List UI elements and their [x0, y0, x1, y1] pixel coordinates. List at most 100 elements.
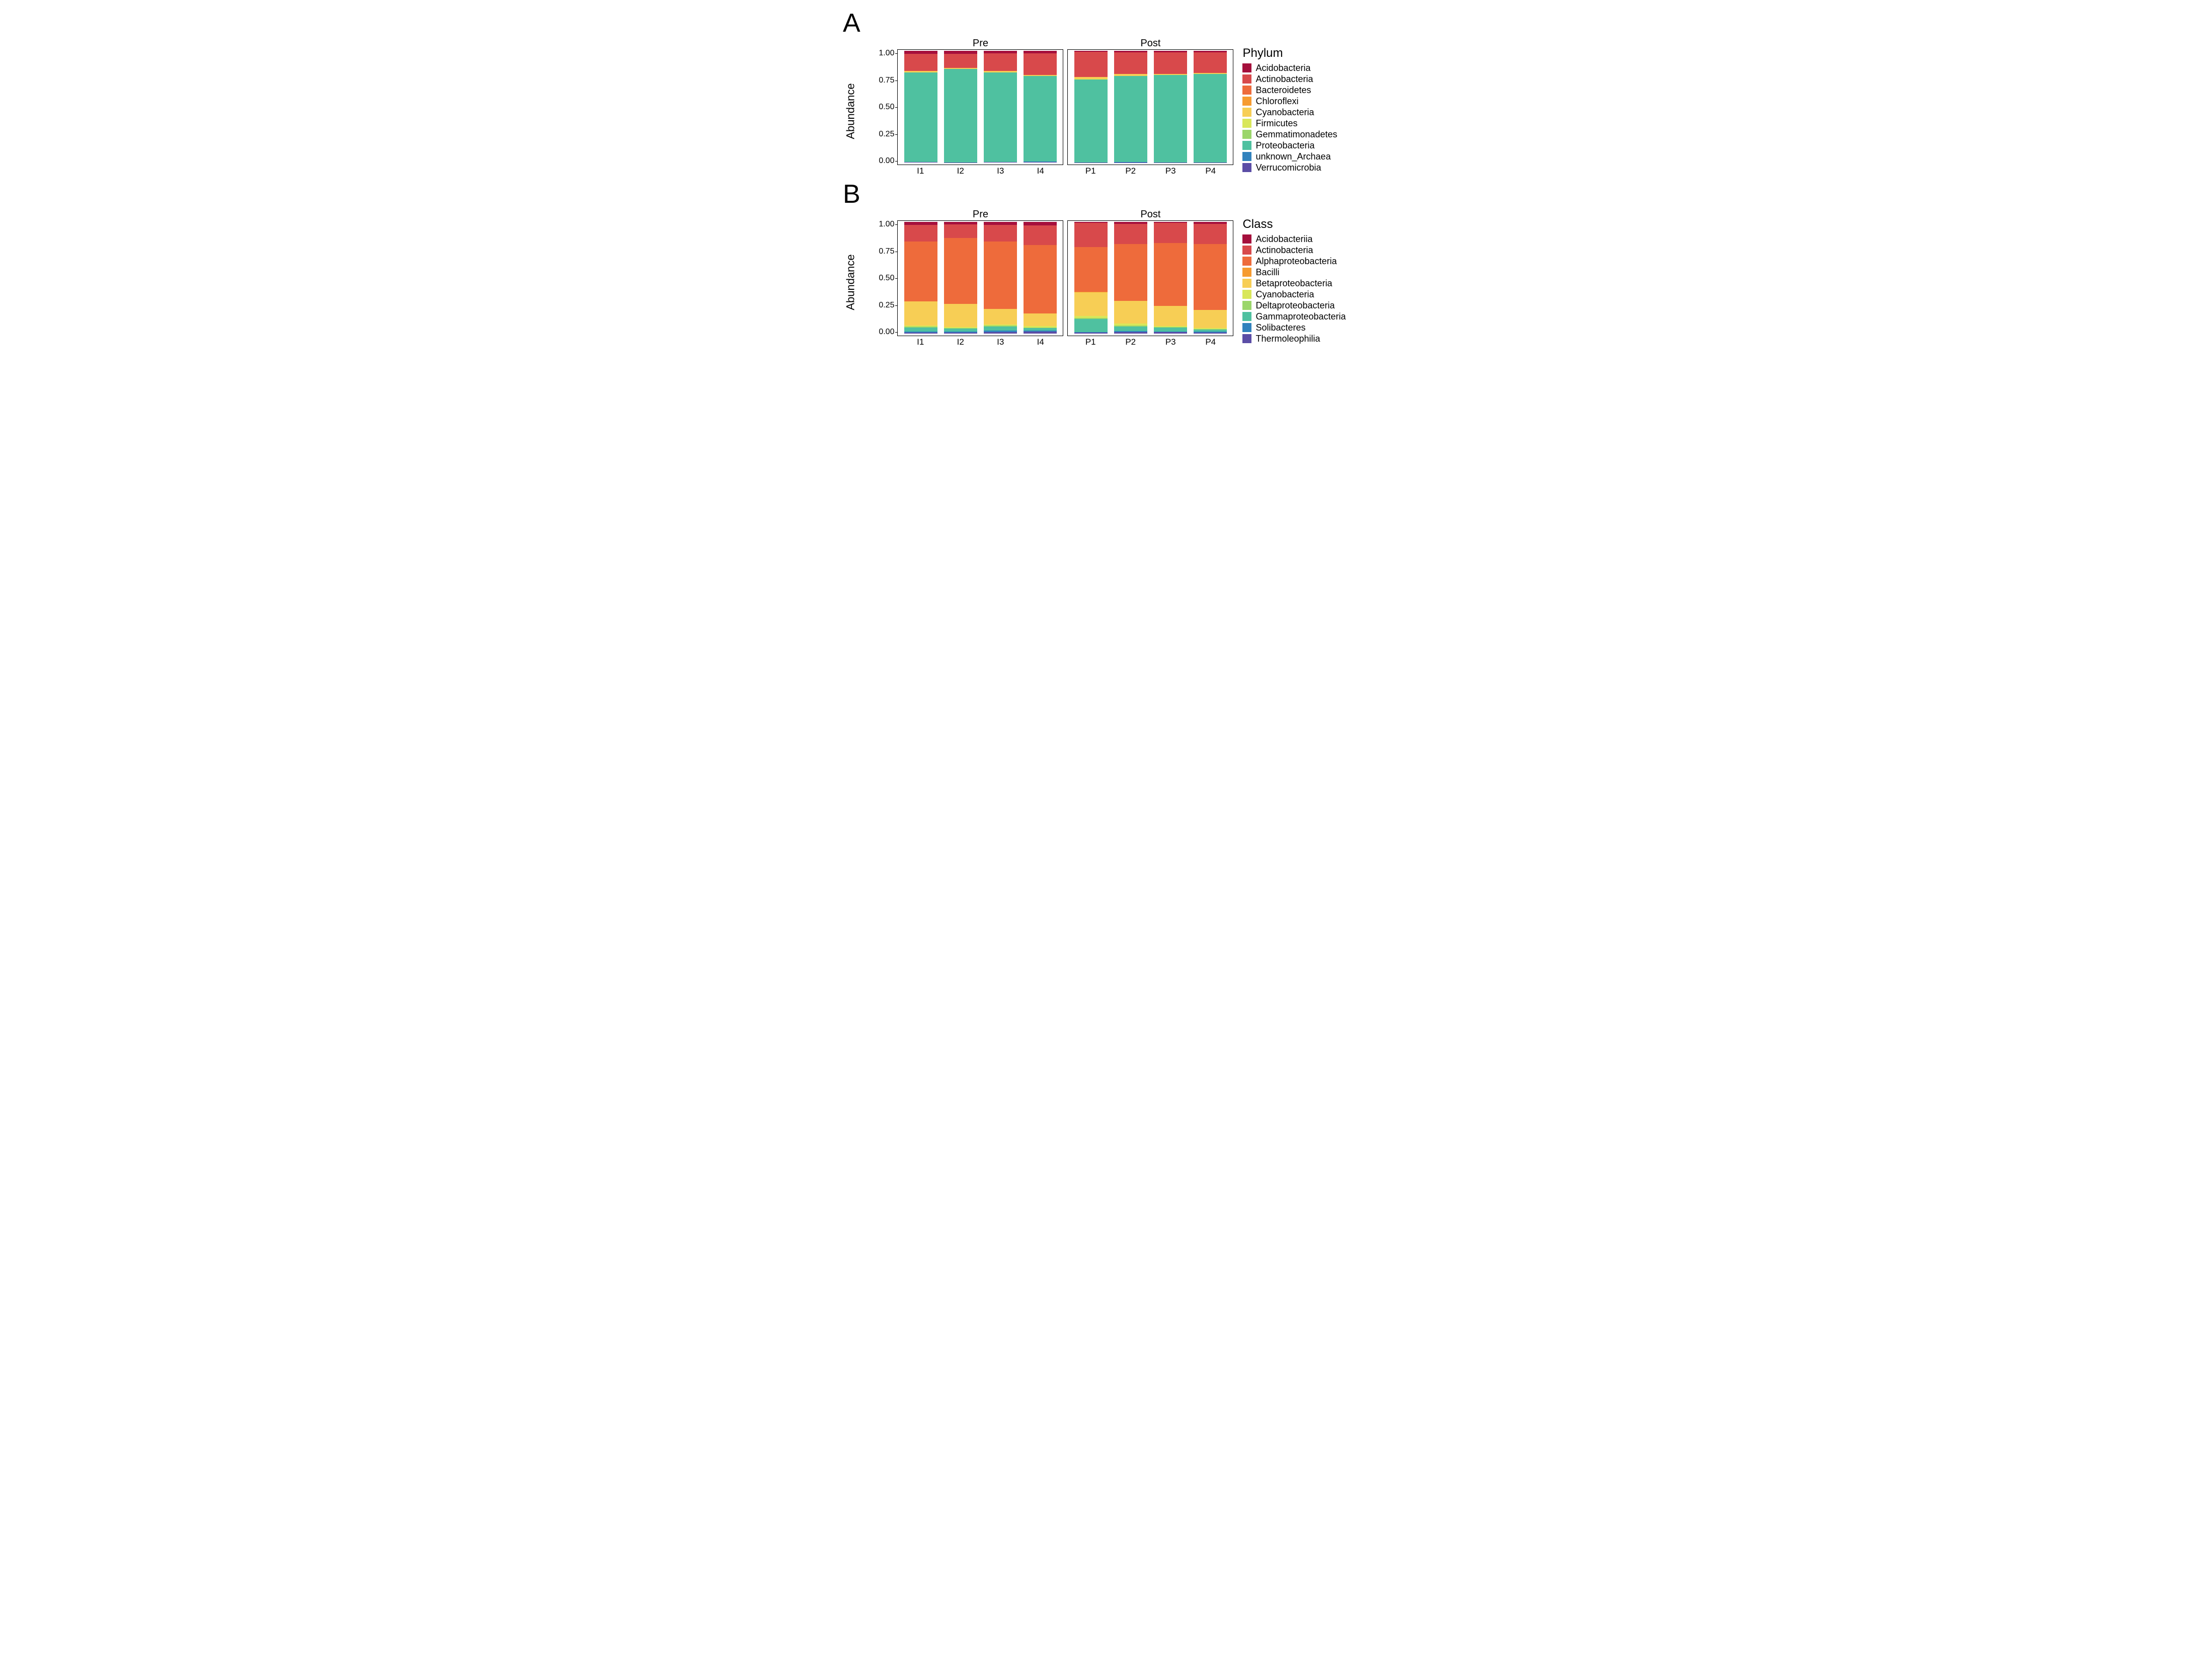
bar-segment [1114, 244, 1147, 301]
legend-label: Proteobacteria [1255, 140, 1314, 151]
xtick: P2 [1114, 166, 1147, 176]
legend-item: Actinobacteria [1242, 73, 1337, 85]
panel-a-ylabel: Abundance [844, 83, 857, 139]
bar-segment [1154, 243, 1187, 305]
stacked-bar [1114, 51, 1147, 163]
facet-title: Post [1067, 208, 1233, 220]
xtick-row: I1I2I3I4 [897, 336, 1063, 347]
bar-segment [1024, 76, 1057, 162]
legend-item: Alphaproteobacteria [1242, 256, 1346, 267]
xtick-row: P1P2P3P4 [1067, 336, 1233, 347]
legend-swatch [1242, 130, 1251, 139]
panel-a-legend-title: Phylum [1242, 46, 1337, 60]
legend-item: Thermoleophilia [1242, 333, 1346, 344]
bar-segment [1114, 76, 1147, 162]
bar-segment [984, 162, 1017, 163]
legend-swatch [1242, 301, 1251, 310]
bar-segment [1194, 244, 1227, 310]
legend-label: Firmicutes [1255, 118, 1297, 129]
bar-segment [904, 54, 937, 71]
legend-swatch [1242, 246, 1251, 255]
legend-swatch [1242, 268, 1251, 277]
legend-label: Bacteroidetes [1255, 85, 1311, 96]
xtick: I1 [904, 166, 937, 176]
bar-segment [904, 301, 937, 326]
bar-segment [1154, 328, 1187, 332]
xtick: P3 [1154, 166, 1187, 176]
panel-b-letter: B [843, 181, 1376, 207]
bar-segment [984, 72, 1017, 162]
stacked-bar [1114, 222, 1147, 334]
legend-swatch [1242, 97, 1251, 106]
legend-item: Deltaproteobacteria [1242, 300, 1346, 311]
stacked-bar [1024, 51, 1057, 163]
panel-a-ylabel-wrap: Abundance [823, 37, 879, 173]
legend-swatch [1242, 163, 1251, 172]
plot-box [897, 220, 1063, 336]
bar-segment [1074, 333, 1108, 334]
panel-b-legend-items: AcidobacteriiaActinobacteriaAlphaproteob… [1242, 233, 1346, 344]
panel-b: B Abundance 1.000.750.500.250.00 PreI1I2… [823, 181, 1376, 347]
legend-label: Alphaproteobacteria [1255, 256, 1337, 267]
bar-segment [1074, 52, 1108, 77]
bar-segment [1024, 225, 1057, 246]
bar-segment [1194, 52, 1227, 73]
legend-item: unknown_Archaea [1242, 151, 1337, 162]
legend-label: Solibacteres [1255, 323, 1305, 333]
legend-label: Verrucomicrobia [1255, 163, 1321, 173]
legend-item: Solibacteres [1242, 322, 1346, 333]
panel-b-facets: PreI1I2I3I4PostP1P2P3P4 [897, 208, 1233, 347]
panel-a: A Abundance 1.000.750.500.250.00 PreI1I2… [823, 10, 1376, 176]
bar-segment [984, 327, 1017, 331]
plot-box [1067, 220, 1233, 336]
xtick: P2 [1114, 337, 1147, 347]
panel-a-yaxis: 1.000.750.500.250.00 [879, 49, 897, 165]
panel-a-facets: PreI1I2I3I4 Post P1 P2 P3 P4 [897, 37, 1233, 176]
ytick: 0.00 [879, 157, 894, 165]
bar-segment [944, 304, 977, 328]
bar-segment [1074, 79, 1108, 162]
legend-item: Cyanobacteria [1242, 289, 1346, 300]
bar-segment [904, 333, 937, 334]
legend-item: Bacteroidetes [1242, 85, 1337, 96]
legend-item: Actinobacteria [1242, 245, 1346, 256]
bar-segment [944, 333, 977, 334]
panel-b-legend-title: Class [1242, 217, 1346, 231]
bar-segment [904, 162, 937, 163]
legend-item: Proteobacteria [1242, 140, 1337, 151]
stacked-bar [944, 222, 977, 334]
stacked-bar [1194, 51, 1227, 163]
legend-label: Gammaproteobacteria [1255, 311, 1346, 322]
bar-segment [1114, 301, 1147, 324]
xtick-row: P1 P2 P3 P4 [1067, 165, 1233, 176]
facet: PreI1I2I3I4 [897, 37, 1063, 176]
bar-segment [984, 309, 1017, 325]
ytick: 1.00 [879, 220, 894, 228]
facet-title: Pre [897, 208, 1063, 220]
xtick: P4 [1194, 166, 1227, 176]
bar-segment [1154, 332, 1187, 334]
legend-swatch [1242, 323, 1251, 332]
ytick: 1.00 [879, 49, 894, 57]
panel-b-chart: Abundance 1.000.750.500.250.00 PreI1I2I3… [823, 208, 1233, 347]
bar-segment [1194, 333, 1227, 334]
xtick: P1 [1074, 166, 1107, 176]
xtick-row: I1I2I3I4 [897, 165, 1063, 176]
stacked-bar [1024, 222, 1057, 334]
facet-title: Post [1067, 37, 1233, 49]
plot-box [1067, 49, 1233, 165]
bar-segment [944, 224, 977, 238]
xtick: P3 [1154, 337, 1187, 347]
bar-segment [944, 69, 977, 162]
panel-b-ylabel: Abundance [844, 254, 857, 310]
bar-segment [1074, 223, 1108, 247]
legend-swatch [1242, 74, 1251, 84]
bar-segment [1074, 292, 1108, 316]
bar-segment [1114, 224, 1147, 244]
xtick: I1 [904, 337, 937, 347]
legend-swatch [1242, 141, 1251, 150]
bar-segment [984, 332, 1017, 334]
legend-swatch [1242, 312, 1251, 321]
legend-swatch [1242, 152, 1251, 161]
xtick: I4 [1024, 337, 1057, 347]
